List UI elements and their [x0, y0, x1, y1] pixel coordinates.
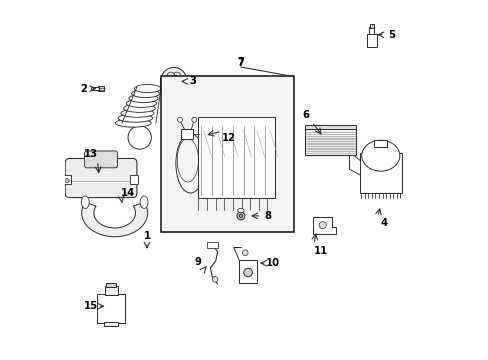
- Bar: [161, 76, 293, 232]
- Text: 8: 8: [264, 211, 271, 221]
- Polygon shape: [81, 202, 147, 237]
- Bar: [374, 140, 386, 147]
- Polygon shape: [312, 217, 335, 234]
- Bar: [198, 117, 275, 198]
- Ellipse shape: [140, 196, 148, 208]
- Ellipse shape: [175, 78, 183, 86]
- Ellipse shape: [191, 117, 196, 122]
- Ellipse shape: [172, 72, 181, 81]
- Bar: [366, 34, 376, 47]
- Text: 2: 2: [80, 84, 87, 94]
- Bar: [359, 153, 401, 193]
- Ellipse shape: [81, 196, 89, 208]
- Ellipse shape: [126, 99, 156, 107]
- Text: 9: 9: [194, 257, 201, 267]
- Text: 10: 10: [265, 258, 280, 268]
- Text: 4: 4: [380, 218, 387, 228]
- Bar: [106, 283, 116, 287]
- Bar: [98, 86, 104, 91]
- Text: 12: 12: [221, 133, 235, 143]
- Text: 15: 15: [84, 301, 98, 311]
- Bar: [180, 129, 193, 139]
- Text: 7: 7: [237, 57, 244, 67]
- Ellipse shape: [244, 268, 252, 277]
- Bar: [368, 27, 373, 34]
- Bar: [63, 175, 71, 184]
- Text: 3: 3: [189, 76, 196, 86]
- Ellipse shape: [134, 85, 161, 93]
- Bar: [206, 242, 217, 248]
- Ellipse shape: [65, 179, 69, 183]
- Ellipse shape: [129, 94, 158, 103]
- Ellipse shape: [166, 83, 175, 92]
- Bar: [239, 260, 257, 283]
- Ellipse shape: [166, 72, 175, 81]
- Text: 5: 5: [387, 30, 394, 40]
- Ellipse shape: [242, 250, 247, 256]
- Text: 11: 11: [313, 246, 327, 256]
- Bar: [97, 294, 125, 323]
- Ellipse shape: [172, 83, 181, 92]
- Ellipse shape: [361, 140, 399, 171]
- Ellipse shape: [131, 89, 159, 98]
- Bar: [104, 286, 117, 295]
- Ellipse shape: [163, 78, 172, 86]
- Ellipse shape: [237, 208, 244, 213]
- Ellipse shape: [177, 138, 198, 182]
- Bar: [104, 322, 118, 326]
- Ellipse shape: [128, 126, 151, 149]
- Ellipse shape: [239, 214, 242, 218]
- Ellipse shape: [177, 117, 182, 122]
- Ellipse shape: [319, 222, 325, 229]
- Ellipse shape: [123, 104, 155, 112]
- FancyBboxPatch shape: [65, 158, 137, 198]
- Ellipse shape: [115, 119, 151, 127]
- Bar: [305, 127, 355, 156]
- Ellipse shape: [121, 109, 154, 117]
- Ellipse shape: [237, 212, 244, 220]
- Text: 7: 7: [237, 58, 244, 68]
- Bar: [305, 127, 355, 156]
- Bar: [91, 87, 99, 90]
- Ellipse shape: [212, 276, 218, 282]
- Ellipse shape: [169, 78, 178, 86]
- Ellipse shape: [160, 67, 187, 97]
- Ellipse shape: [176, 134, 204, 193]
- Bar: [305, 125, 355, 129]
- Bar: [161, 76, 293, 232]
- Text: 6: 6: [302, 111, 308, 121]
- Bar: [130, 175, 138, 184]
- FancyBboxPatch shape: [84, 151, 117, 168]
- Text: 1: 1: [143, 231, 150, 240]
- Text: 14: 14: [121, 188, 135, 198]
- Ellipse shape: [118, 114, 152, 122]
- Bar: [369, 24, 373, 28]
- Text: 13: 13: [84, 149, 98, 159]
